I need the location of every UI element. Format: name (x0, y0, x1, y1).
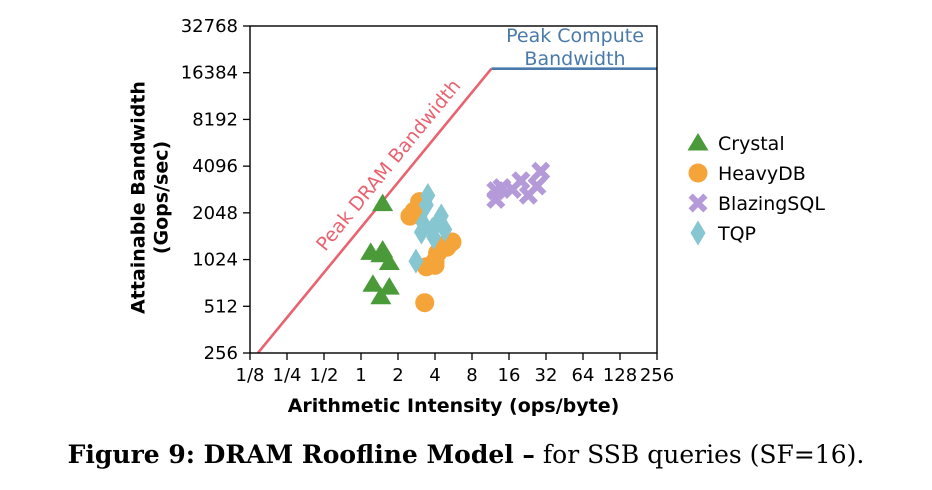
point-crystal (362, 274, 384, 292)
point-blazingsql (518, 185, 538, 205)
plot-frame (249, 25, 658, 354)
legend-marker-crystal (687, 133, 709, 151)
x-tick-label: 128 (603, 365, 637, 386)
y-tick-label: 2048 (192, 203, 238, 224)
x-tick-label: 32 (535, 365, 558, 386)
y-tick-label: 32768 (181, 16, 238, 37)
point-crystal (370, 286, 392, 305)
figure-caption: Figure 9: DRAM Roofline Model – for SSB … (0, 440, 932, 469)
y-axis-label: Attainable Bandwidth(Gops/sec) (128, 81, 173, 314)
legend-marker-blazingsql (688, 193, 708, 213)
caption-text: for SSB queries (SF=16). (534, 440, 865, 469)
legend-label-heavydb: HeavyDB (718, 163, 806, 185)
point-heavydb (415, 293, 435, 313)
y-tick-label: 8192 (192, 109, 238, 130)
point-crystal (372, 193, 394, 212)
x-tick-label: 1/8 (236, 365, 265, 386)
compute-bandwidth-label-line-2: Bandwidth (524, 48, 625, 70)
point-heavydb (400, 206, 420, 226)
point-crystal (370, 244, 392, 263)
y-tick-label: 256 (204, 343, 238, 364)
series-heavydb (400, 192, 462, 313)
compute-bandwidth-label-line-1: Peak Compute (506, 25, 644, 47)
y-tick-label: 1024 (192, 250, 238, 271)
x-tick-label: 256 (640, 365, 674, 386)
legend: Crystal HeavyDB BlazingSQL TQP (687, 133, 825, 246)
x-tick-label: 8 (466, 365, 477, 386)
point-blazingsql (531, 161, 551, 181)
y-tick-label: 16384 (181, 63, 238, 84)
series-crystal (360, 193, 400, 305)
x-axis-label: Arithmetic Intensity (ops/byte) (288, 395, 620, 417)
point-blazingsql (502, 179, 522, 199)
point-crystal (378, 277, 400, 295)
x-tick-label: 1 (355, 365, 366, 386)
series-blazingsql (486, 161, 551, 209)
point-tqp (408, 248, 424, 274)
point-tqp (418, 192, 434, 218)
x-tick-label: 1/4 (273, 365, 302, 386)
legend-label-blazingsql: BlazingSQL (718, 193, 825, 215)
y-axis-label-line-2: (Gops/sec) (151, 141, 173, 254)
x-tick-label: 2 (392, 365, 403, 386)
y-tick-label: 512 (204, 296, 238, 317)
point-tqp (437, 216, 453, 242)
point-crystal (378, 252, 400, 271)
y-axis-label-line-1: Attainable Bandwidth (128, 81, 150, 314)
point-blazingsql (486, 189, 506, 209)
x-tick-label: 1/2 (310, 365, 339, 386)
series-tqp (408, 182, 453, 274)
point-tqp (426, 224, 442, 250)
x-axis-ticks: 1/8 1/4 1/2 1 2 4 8 16 32 64 128 256 (236, 353, 674, 386)
roofline-lines (256, 67, 657, 353)
legend-marker-heavydb (688, 163, 708, 183)
y-tick-label: 4096 (192, 156, 238, 177)
x-tick-label: 16 (498, 365, 521, 386)
caption-bold: Figure 9: DRAM Roofline Model – (67, 440, 535, 469)
y-axis-ticks: 256 512 1024 2048 4096 8192 16384 32768 (181, 16, 250, 364)
point-tqp (413, 219, 429, 245)
x-tick-label: 64 (572, 365, 595, 386)
legend-label-crystal: Crystal (718, 133, 785, 155)
x-tick-label: 4 (429, 365, 440, 386)
data-points (360, 161, 551, 313)
legend-marker-tqp (690, 220, 706, 246)
legend-label-tqp: TQP (717, 223, 756, 245)
